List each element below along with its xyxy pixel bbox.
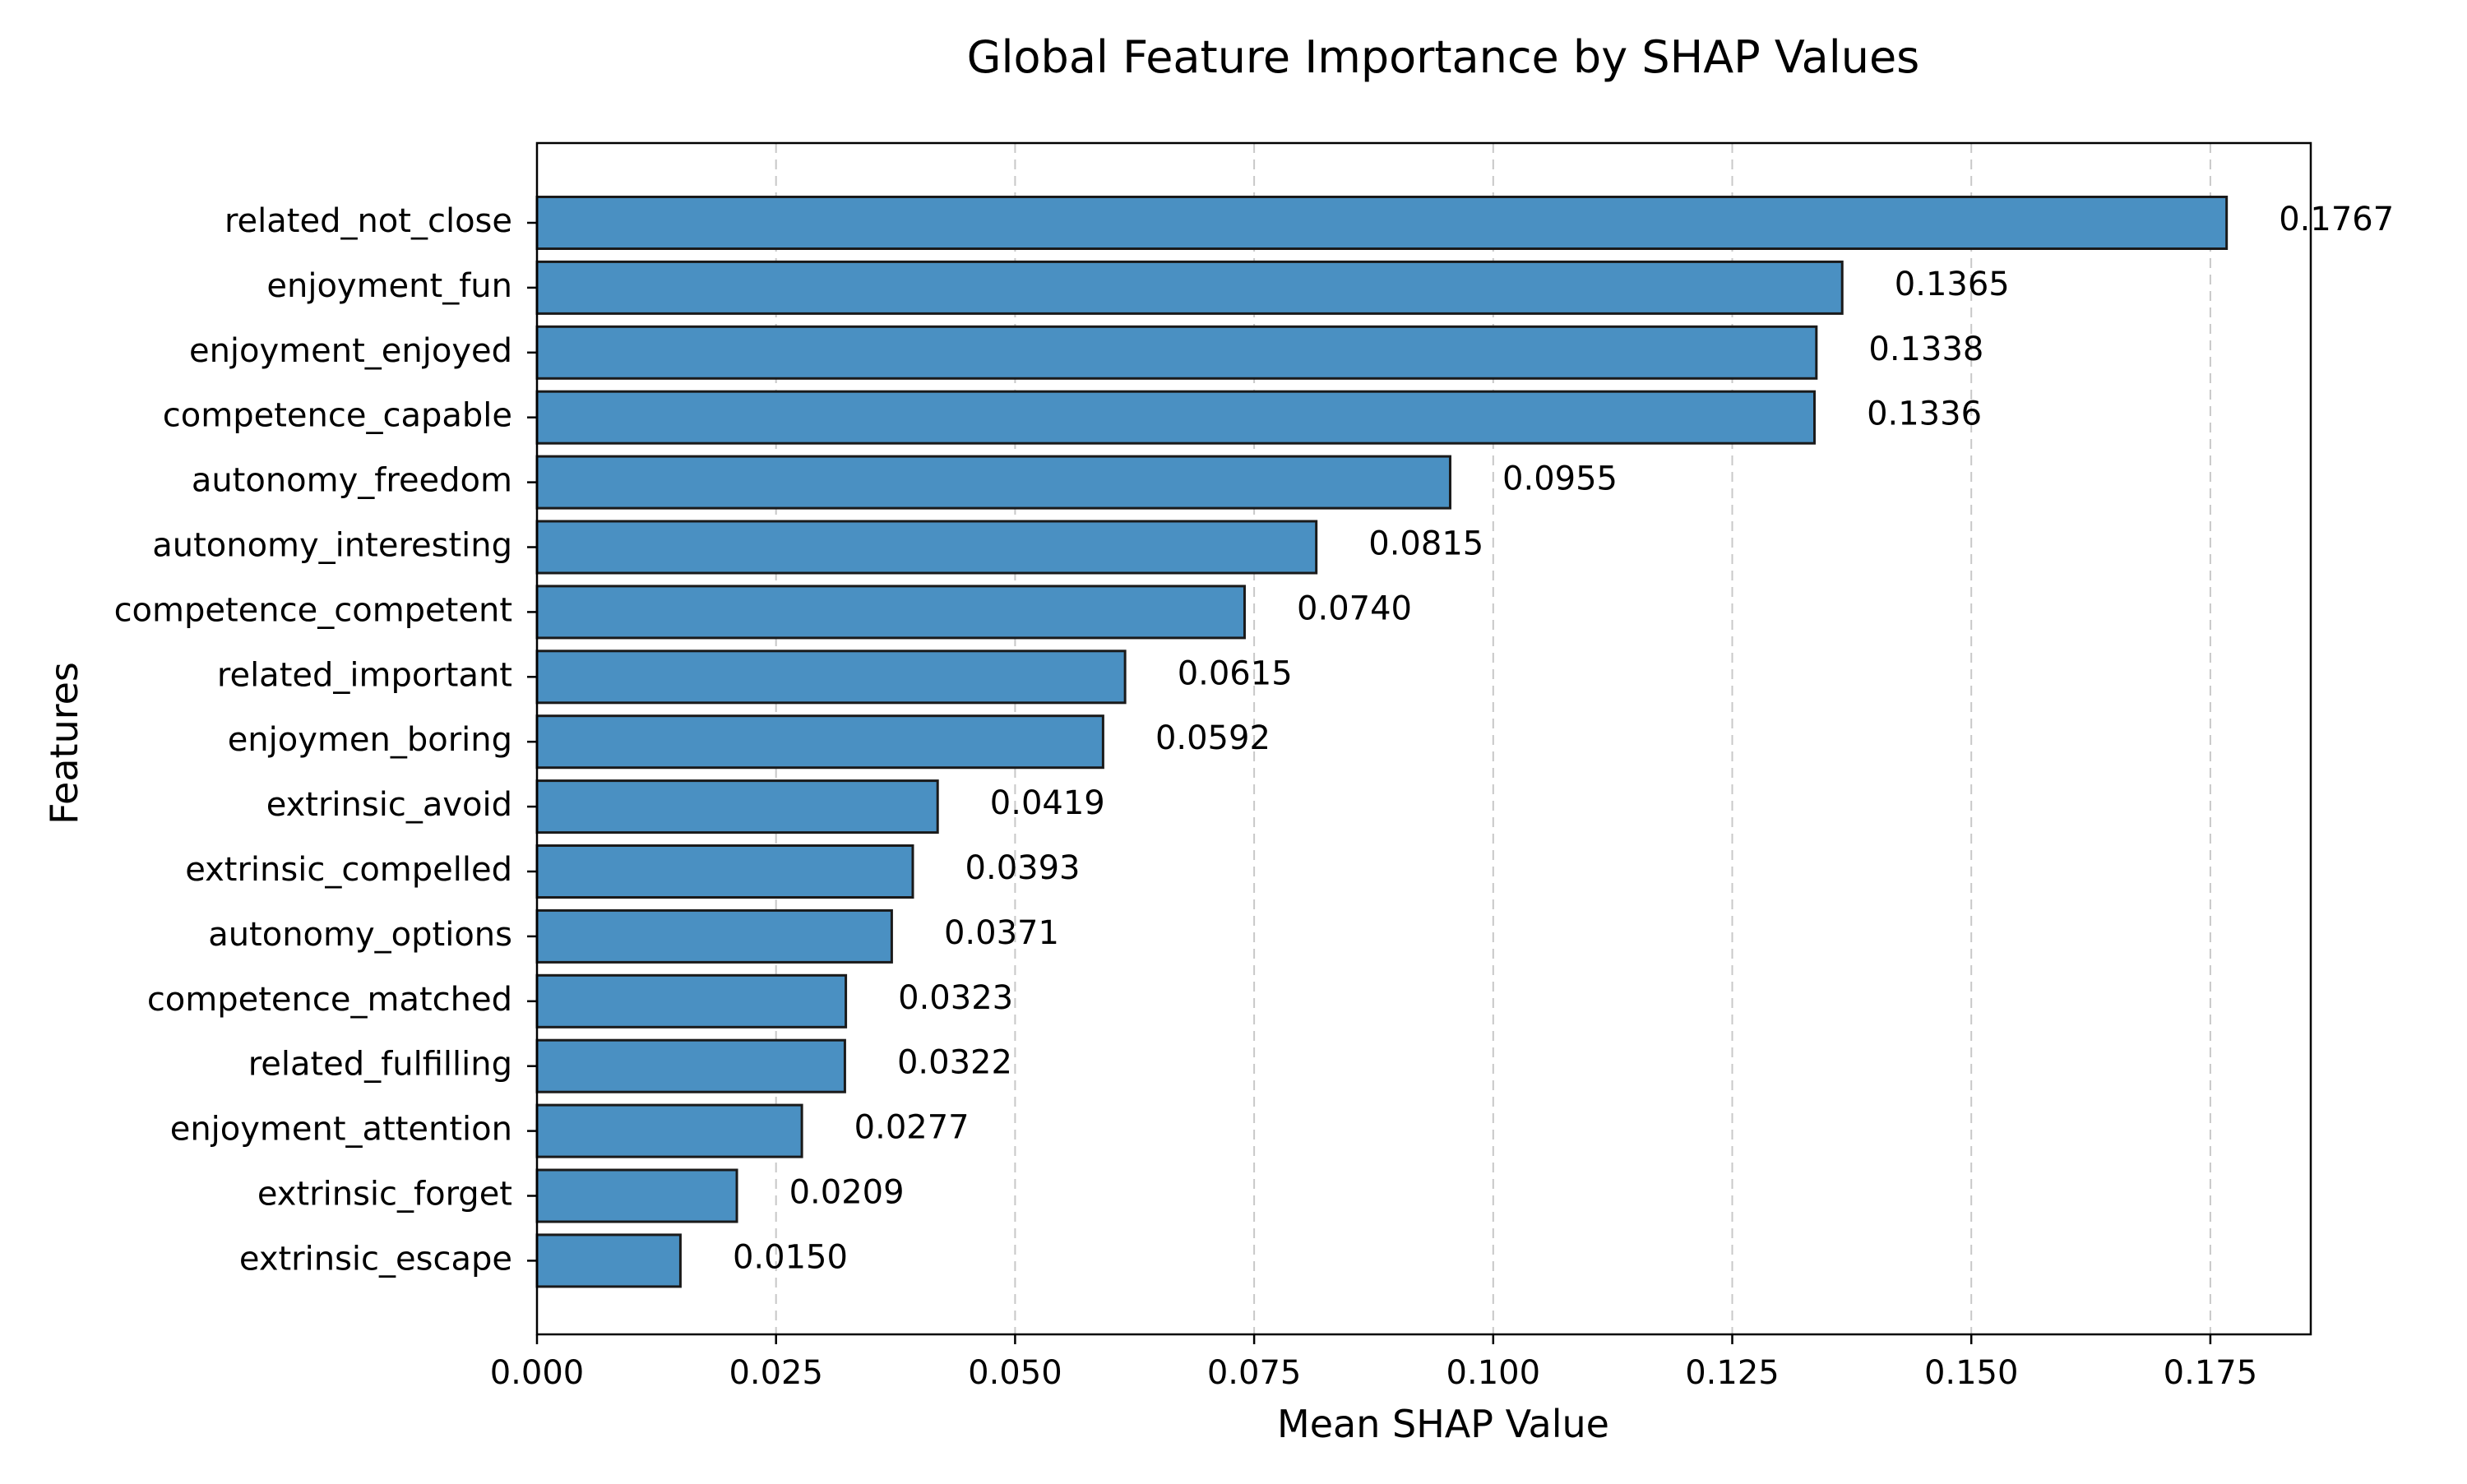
bar [535,325,1818,380]
chart-title: Global Feature Importance by SHAP Values [967,31,1920,83]
y-tick-label: autonomy_interesting [152,527,512,565]
data-labels: 0.1767 0.1365 0.1338 0.1336 0.0955 0.0815 0.07… [733,201,2394,1276]
bar [535,585,1246,640]
bar [535,714,1104,770]
bar [535,390,1817,445]
bar-value-label: 0.1338 [1868,331,1983,368]
bars [535,196,2229,1288]
x-tick-label: 0.175 [2164,1354,2258,1392]
bar-value-label: 0.0277 [854,1109,970,1147]
y-tick-label: related_important [217,656,512,694]
bar [535,455,1451,510]
x-tick-label: 0.125 [1685,1354,1780,1392]
bar [535,779,939,834]
x-tick-labels: 0.000 0.025 0.050 0.075 0.100 0.125 0.150 0.175 [490,1334,2257,1392]
bar [535,650,1127,705]
x-tick-label: 0.150 [1924,1354,2019,1392]
bar [535,844,914,899]
bar [535,196,2229,250]
y-tick-label: autonomy_options [208,916,512,954]
bar-value-label: 0.0592 [1155,719,1271,757]
y-axis-label: Features [42,662,86,825]
bar-value-label: 0.0322 [897,1044,1012,1082]
bar-value-label: 0.0209 [789,1174,905,1212]
y-tick-label: competence_matched [147,981,512,1019]
y-tick-label: autonomy_freedom [192,462,512,500]
bar [535,1103,803,1158]
y-tick-label: extrinsic_compelled [185,851,512,889]
x-tick-label: 0.050 [968,1354,1062,1392]
bar [535,1233,682,1288]
y-tick-label: related_fulfilling [248,1046,512,1084]
bar-value-label: 0.0955 [1502,460,1618,498]
x-tick-label: 0.075 [1207,1354,1302,1392]
bar-value-label: 0.0419 [990,784,1105,822]
bar-value-label: 0.0615 [1178,654,1293,692]
y-tick-labels: related_not_close enjoyment_fun enjoyment_… [114,202,537,1278]
bar [535,908,893,964]
bar [535,1168,738,1223]
x-tick-label: 0.025 [729,1354,823,1392]
bar-value-label: 0.0323 [898,979,1013,1017]
bar [535,260,1844,315]
x-tick-label: 0.000 [490,1354,585,1392]
bar [535,520,1318,575]
bar [535,1038,846,1093]
y-tick-label: extrinsic_forget [257,1176,512,1214]
bar [535,973,848,1029]
bar-value-label: 0.0740 [1297,589,1412,627]
bar-value-label: 0.0393 [965,849,1081,887]
x-axis-label: Mean SHAP Value [1277,1402,1609,1446]
bar-value-label: 0.0371 [944,914,1059,952]
bar-value-label: 0.1767 [2279,201,2394,238]
y-tick-label: enjoyment_fun [266,267,512,305]
y-tick-label: competence_competent [114,591,512,629]
y-tick-label: enjoyment_enjoyed [189,332,512,370]
x-tick-label: 0.100 [1446,1354,1541,1392]
y-tick-label: extrinsic_escape [239,1240,512,1278]
y-tick-label: enjoyment_attention [170,1111,512,1149]
y-tick-label: extrinsic_avoid [266,786,512,824]
y-tick-label: related_not_close [224,202,512,240]
y-tick-label: competence_capable [163,397,512,435]
y-tick-label: enjoymen_boring [228,721,512,759]
bar-value-label: 0.0150 [733,1238,848,1276]
bar-value-label: 0.1365 [1895,266,2010,303]
bar-value-label: 0.0815 [1368,525,1483,563]
bar-value-label: 0.1336 [1867,395,1982,433]
plot-frame [535,141,2312,1336]
